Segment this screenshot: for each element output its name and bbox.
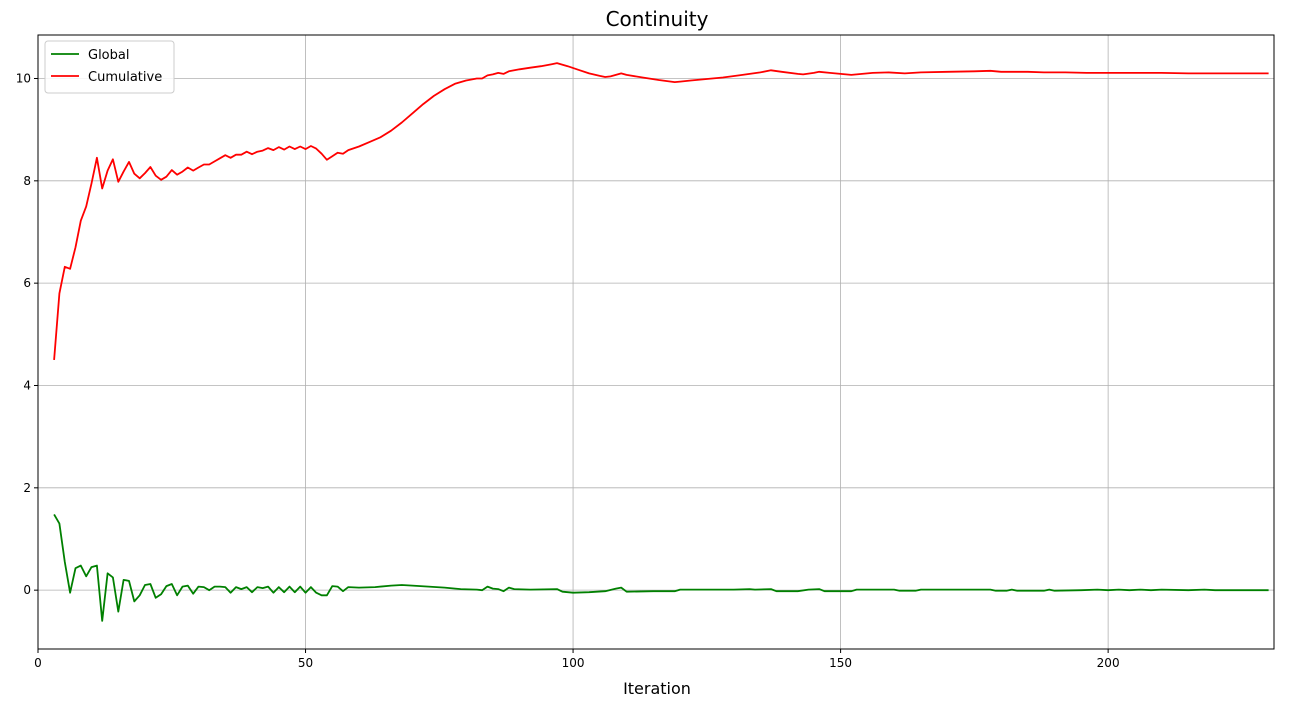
legend-label: Cumulative — [88, 70, 162, 85]
series-line-global — [53, 513, 1269, 622]
legend: Global Cumulative — [44, 40, 175, 94]
chart-title: Continuity — [606, 7, 709, 31]
grid-lines — [37, 35, 1274, 649]
x-tick-label: 100 — [562, 656, 585, 670]
x-tick-label: 50 — [298, 656, 313, 670]
x-tick-label: 150 — [829, 656, 852, 670]
plot-frame — [37, 34, 1275, 650]
y-tick-label: 6 — [23, 276, 31, 290]
y-tick-label: 4 — [23, 378, 31, 392]
y-tick-label: 0 — [23, 583, 31, 597]
axis-ticks: 0 50 100 150 200 0 2 4 6 8 10 — [16, 71, 1120, 670]
x-axis-label: Iteration — [623, 679, 691, 698]
series-lines — [53, 62, 1269, 622]
x-tick-label: 200 — [1097, 656, 1120, 670]
y-tick-label: 2 — [23, 481, 31, 495]
legend-label: Global — [88, 48, 129, 63]
series-line-cumulative — [53, 62, 1269, 360]
y-tick-label: 10 — [16, 71, 31, 85]
x-tick-label: 0 — [34, 656, 42, 670]
y-tick-label: 8 — [23, 174, 31, 188]
